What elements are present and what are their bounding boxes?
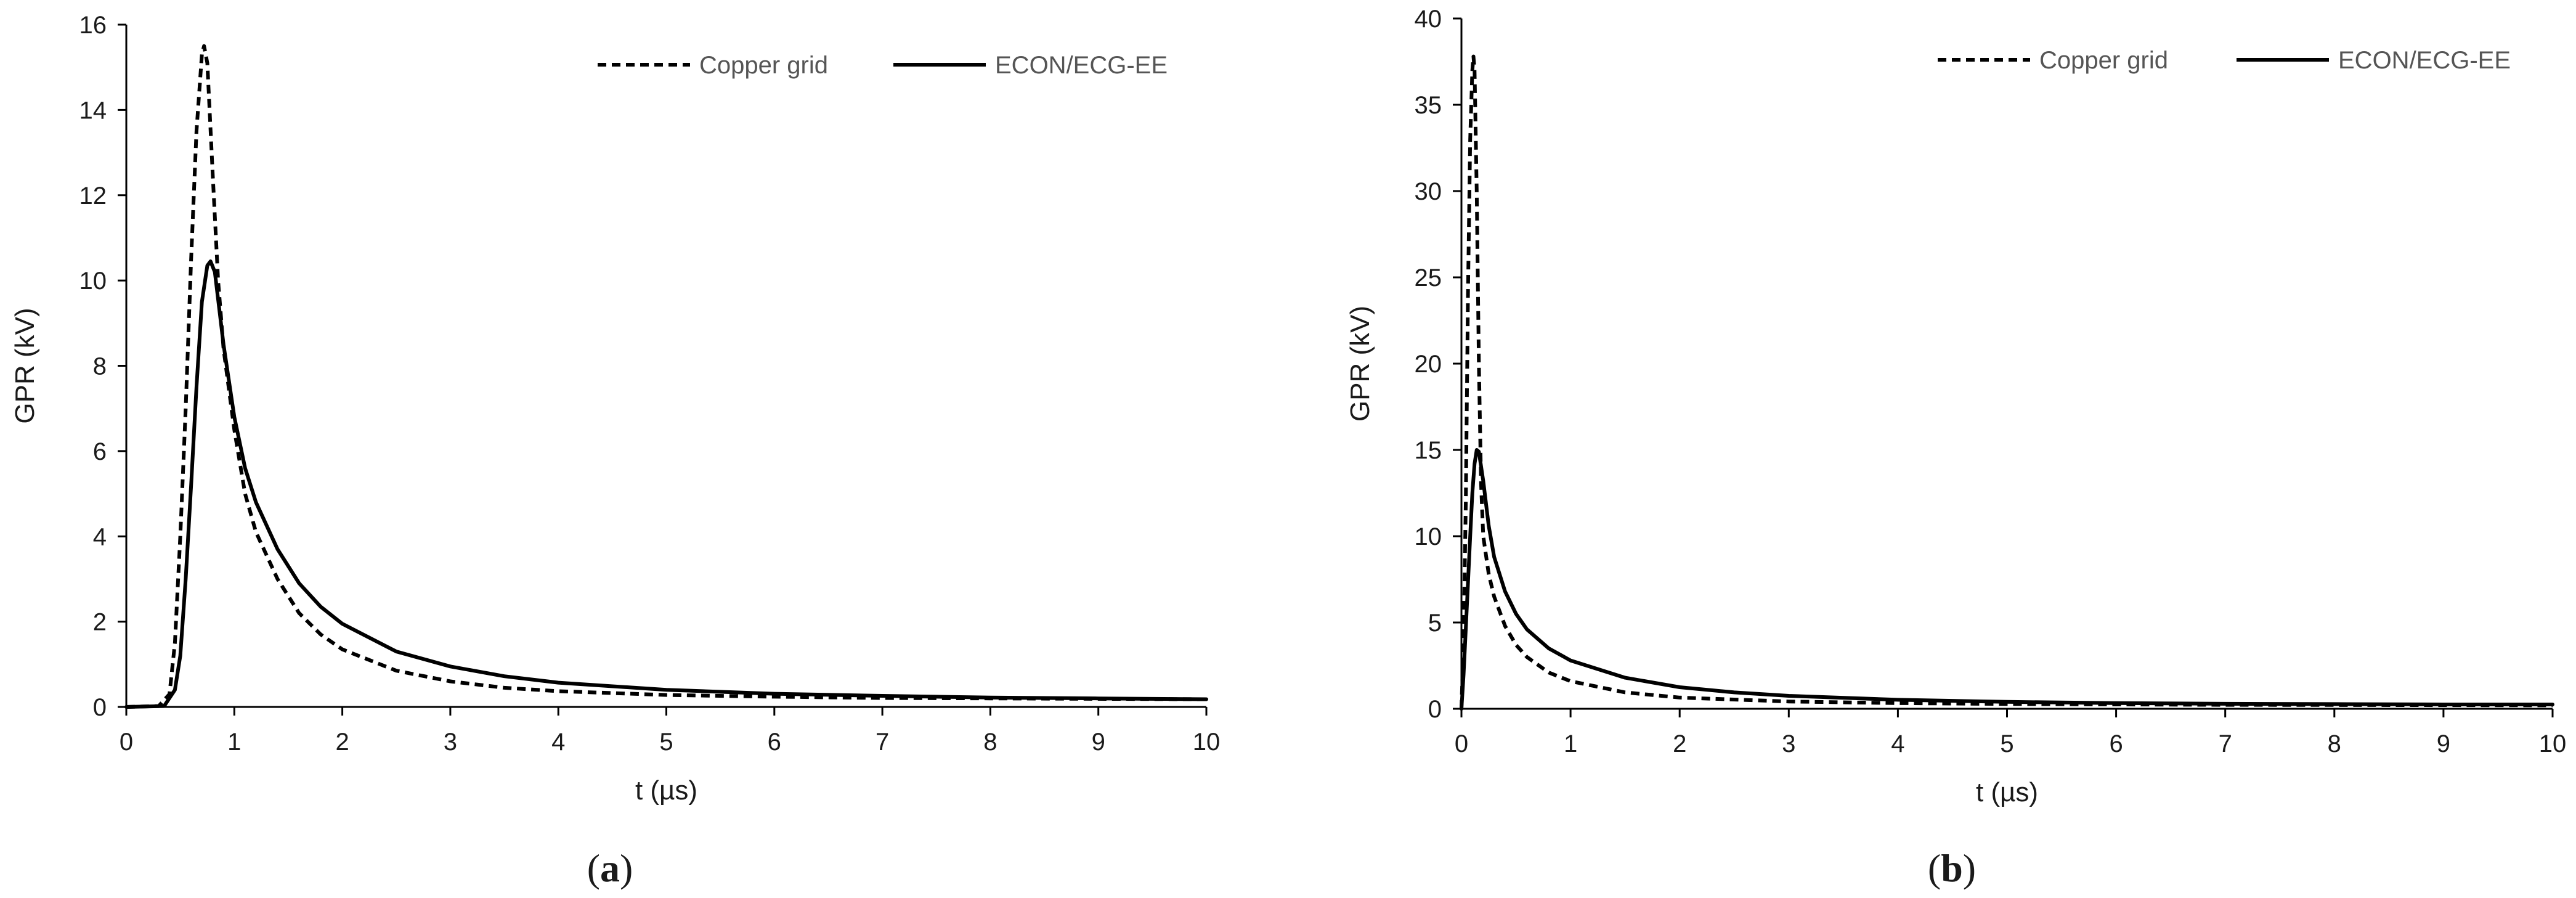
legend-label: ECON/ECG-EE: [2338, 47, 2511, 74]
panel-label: (b): [1928, 846, 1976, 890]
y-tick-label: 30: [1415, 178, 1442, 205]
series-line-copper-grid: [1460, 54, 2553, 709]
y-axis-title: GPR (kV): [1345, 306, 1375, 422]
legend: Copper grid ECON/ECG-EE: [598, 52, 1168, 79]
x-tick-label: 2: [335, 729, 349, 756]
y-tick-label: 4: [93, 523, 107, 550]
chart-panel-b: 0 1 2 3 4 5 6 7 8 9 10 0 5 10 15 20 25 30 35 40 t (µs) GPR (k…: [1345, 6, 2566, 890]
x-tick-label: 8: [2328, 730, 2341, 757]
x-tick-label: 4: [1891, 730, 1904, 757]
x-tick-label: 10: [2539, 730, 2567, 757]
x-tick-label: 7: [876, 729, 889, 756]
x-tick-label: 3: [444, 729, 457, 756]
series-line-econ-ecg-ee: [124, 259, 1208, 709]
y-tick-label: 0: [1428, 696, 1442, 723]
y-tick-label: 14: [79, 97, 107, 124]
y-tick-label: 12: [79, 182, 107, 210]
series-line-econ-ecg-ee: [1460, 448, 2554, 711]
x-tick-label: 6: [768, 729, 781, 756]
x-tick-label: 9: [2437, 730, 2450, 757]
x-tick-label: 0: [120, 729, 133, 756]
x-axis-title: t (µs): [1976, 777, 2038, 807]
series-line-copper-grid: [126, 44, 1207, 709]
y-tick-label: 40: [1415, 6, 1442, 33]
x-axis-title: t (µs): [635, 775, 697, 806]
y-tick-label: 10: [79, 267, 107, 295]
legend: Copper grid ECON/ECG-EE: [1938, 47, 2511, 74]
x-tick-label: 0: [1455, 730, 1468, 757]
y-tick-label: 10: [1415, 523, 1442, 550]
y-tick-label: 35: [1415, 92, 1442, 119]
legend-label: Copper grid: [2039, 47, 2168, 74]
y-tick-label: 5: [1428, 610, 1442, 637]
x-tick-label: 3: [1782, 730, 1795, 757]
x-tick-label: 4: [551, 729, 565, 756]
y-tick-label: 2: [93, 609, 107, 636]
x-tick-label: 10: [1193, 729, 1221, 756]
x-tick-label: 1: [1564, 730, 1577, 757]
y-axis-title: GPR (kV): [10, 308, 40, 423]
legend-label: ECON/ECG-EE: [995, 52, 1168, 79]
panel-label-letter: a: [600, 846, 620, 890]
panel-label-letter: b: [1941, 846, 1963, 890]
y-tick-label: 20: [1415, 351, 1442, 378]
x-tick-label: 2: [1673, 730, 1686, 757]
y-tick-label: 15: [1415, 437, 1442, 464]
y-tick-label: 6: [93, 438, 107, 465]
x-tick-label: 9: [1092, 729, 1105, 756]
x-tick-label: 8: [983, 729, 997, 756]
y-tick-label: 25: [1415, 264, 1442, 292]
x-tick-label: 5: [2000, 730, 2013, 757]
y-tick-label: 0: [93, 694, 107, 721]
y-tick-label: 16: [79, 12, 107, 39]
x-tick-label: 6: [2109, 730, 2123, 757]
x-tick-label: 5: [659, 729, 673, 756]
x-tick-label: 7: [2219, 730, 2232, 757]
panel-label: (a): [587, 846, 633, 890]
y-tick-label: 8: [93, 353, 107, 380]
legend-label: Copper grid: [699, 52, 828, 79]
x-tick-label: 1: [227, 729, 241, 756]
